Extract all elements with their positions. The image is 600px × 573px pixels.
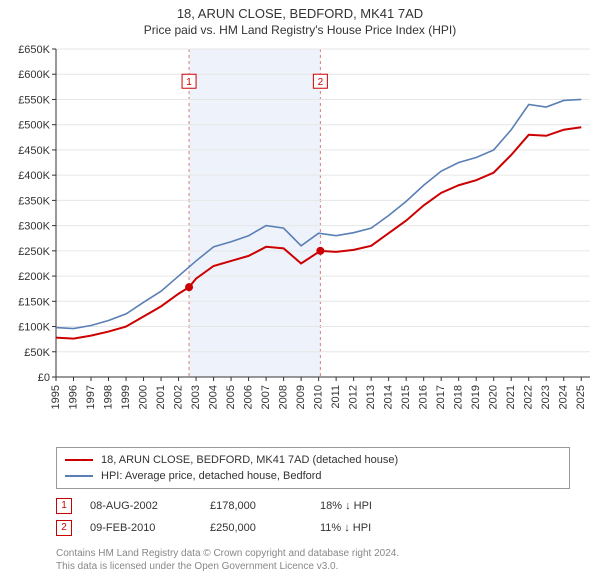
svg-text:£300K: £300K (18, 221, 50, 233)
sale-marker-icon: 2 (56, 520, 72, 536)
svg-text:2007: 2007 (260, 385, 272, 409)
chart-area: £0 £50K £100K £150K £200K £250K £300K £350K £400… (0, 41, 600, 441)
svg-text:2011: 2011 (330, 385, 342, 409)
sale-diff: 11% ↓ HPI (320, 522, 440, 534)
svg-text:2015: 2015 (400, 385, 412, 409)
svg-text:2003: 2003 (190, 385, 202, 409)
title-block: 18, ARUN CLOSE, BEDFORD, MK41 7AD Price … (0, 0, 600, 41)
svg-text:2021: 2021 (505, 385, 517, 409)
svg-text:2009: 2009 (295, 385, 307, 409)
sale-price: £250,000 (210, 522, 320, 534)
svg-text:2014: 2014 (383, 385, 395, 409)
footer-line1: Contains HM Land Registry data © Crown c… (56, 547, 570, 560)
svg-text:£550K: £550K (18, 94, 50, 106)
title-address: 18, ARUN CLOSE, BEDFORD, MK41 7AD (0, 6, 600, 21)
svg-text:2000: 2000 (137, 385, 149, 409)
sale-date: 09-FEB-2010 (90, 522, 210, 534)
svg-text:2022: 2022 (523, 385, 535, 409)
legend: 18, ARUN CLOSE, BEDFORD, MK41 7AD (detac… (56, 447, 570, 489)
sale-date: 08-AUG-2002 (90, 500, 210, 512)
legend-row: HPI: Average price, detached house, Bedf… (65, 468, 561, 484)
footer-line2: This data is licensed under the Open Gov… (56, 560, 570, 573)
svg-text:1997: 1997 (85, 385, 97, 409)
svg-text:2019: 2019 (470, 385, 482, 409)
svg-text:£100K: £100K (18, 322, 50, 334)
chart-container: 18, ARUN CLOSE, BEDFORD, MK41 7AD Price … (0, 0, 600, 573)
svg-text:£150K: £150K (18, 296, 50, 308)
svg-text:1: 1 (186, 77, 192, 88)
svg-text:1999: 1999 (120, 385, 132, 409)
svg-text:2006: 2006 (242, 385, 254, 409)
svg-text:1998: 1998 (102, 385, 114, 409)
svg-text:£650K: £650K (18, 44, 50, 56)
svg-text:2012: 2012 (348, 385, 360, 409)
svg-text:£0: £0 (38, 372, 50, 384)
svg-text:2: 2 (318, 77, 324, 88)
svg-text:£350K: £350K (18, 195, 50, 207)
svg-text:2005: 2005 (225, 385, 237, 409)
svg-text:£250K: £250K (18, 246, 50, 258)
svg-text:2018: 2018 (453, 385, 465, 409)
sale-row: 2 09-FEB-2010£250,00011% ↓ HPI (56, 517, 570, 539)
svg-text:£200K: £200K (18, 271, 50, 283)
svg-text:2002: 2002 (172, 385, 184, 409)
legend-row: 18, ARUN CLOSE, BEDFORD, MK41 7AD (detac… (65, 452, 561, 468)
svg-text:£50K: £50K (24, 347, 50, 359)
chart-svg: £0 £50K £100K £150K £200K £250K £300K £350K £400… (0, 41, 600, 441)
svg-text:£400K: £400K (18, 170, 50, 182)
svg-text:1996: 1996 (67, 385, 79, 409)
svg-text:2013: 2013 (365, 385, 377, 409)
footer-attribution: Contains HM Land Registry data © Crown c… (56, 547, 570, 573)
title-subtitle: Price paid vs. HM Land Registry's House … (0, 23, 600, 37)
sale-price: £178,000 (210, 500, 320, 512)
legend-swatch (65, 459, 93, 461)
sales-table: 1 08-AUG-2002£178,00018% ↓ HPI 2 09-FEB-201… (56, 495, 570, 539)
legend-label: 18, ARUN CLOSE, BEDFORD, MK41 7AD (detac… (101, 454, 398, 466)
legend-label: HPI: Average price, detached house, Bedf… (101, 470, 322, 482)
svg-text:2023: 2023 (540, 385, 552, 409)
legend-swatch (65, 475, 93, 477)
svg-text:2024: 2024 (558, 385, 570, 409)
svg-text:2004: 2004 (207, 385, 219, 409)
svg-text:2017: 2017 (435, 385, 447, 409)
svg-text:2020: 2020 (488, 385, 500, 409)
svg-text:2025: 2025 (575, 385, 587, 409)
svg-text:2008: 2008 (278, 385, 290, 409)
sale-marker-icon: 1 (56, 498, 72, 514)
svg-text:£500K: £500K (18, 120, 50, 132)
sale-diff: 18% ↓ HPI (320, 500, 440, 512)
svg-text:£450K: £450K (18, 145, 50, 157)
svg-text:2010: 2010 (313, 385, 325, 409)
svg-text:2001: 2001 (155, 385, 167, 409)
sale-row: 1 08-AUG-2002£178,00018% ↓ HPI (56, 495, 570, 517)
svg-text:2016: 2016 (418, 385, 430, 409)
svg-text:£600K: £600K (18, 69, 50, 81)
svg-text:1995: 1995 (50, 385, 62, 409)
